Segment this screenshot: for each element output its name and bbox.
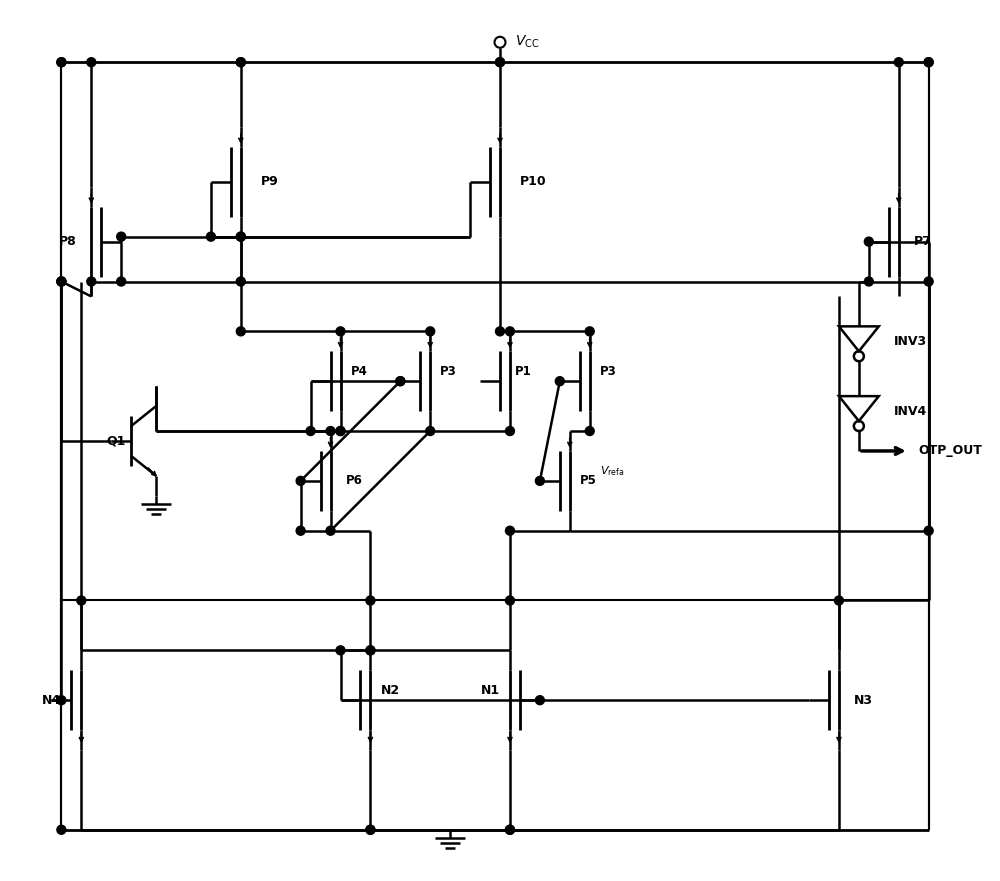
Text: N1: N1 (481, 684, 500, 697)
Circle shape (57, 277, 66, 286)
Circle shape (396, 377, 405, 386)
Circle shape (296, 477, 305, 485)
Circle shape (496, 58, 504, 67)
Text: P10: P10 (520, 175, 547, 189)
Circle shape (206, 233, 215, 241)
Circle shape (57, 825, 66, 834)
Circle shape (505, 825, 514, 834)
Circle shape (57, 277, 66, 286)
Circle shape (585, 327, 594, 336)
Circle shape (57, 277, 66, 286)
Circle shape (366, 646, 375, 655)
Circle shape (426, 426, 435, 435)
Circle shape (236, 233, 245, 241)
Circle shape (87, 277, 96, 286)
Text: P1: P1 (515, 365, 532, 378)
Circle shape (505, 825, 514, 834)
Text: INV4: INV4 (894, 404, 927, 418)
Circle shape (366, 825, 375, 834)
Circle shape (366, 596, 375, 605)
Circle shape (236, 327, 245, 336)
Text: INV3: INV3 (894, 335, 927, 348)
Text: OTP_OUT: OTP_OUT (919, 445, 983, 457)
Text: N2: N2 (380, 684, 400, 697)
Circle shape (87, 58, 96, 67)
Circle shape (57, 58, 66, 67)
Circle shape (505, 526, 514, 535)
Circle shape (426, 327, 435, 336)
Circle shape (396, 377, 405, 386)
Text: P4: P4 (350, 365, 367, 378)
Text: P9: P9 (261, 175, 279, 189)
Circle shape (496, 58, 504, 67)
Text: P6: P6 (345, 474, 362, 487)
Circle shape (336, 426, 345, 435)
Text: Q1: Q1 (107, 434, 126, 448)
Text: P3: P3 (440, 365, 457, 378)
Circle shape (864, 277, 873, 286)
Circle shape (555, 377, 564, 386)
Circle shape (834, 596, 843, 605)
Circle shape (77, 596, 86, 605)
Circle shape (496, 327, 504, 336)
Text: P7: P7 (914, 235, 932, 248)
Text: P3: P3 (600, 365, 616, 378)
Circle shape (296, 526, 305, 535)
Circle shape (306, 426, 315, 435)
Circle shape (894, 58, 903, 67)
Circle shape (366, 646, 375, 655)
Circle shape (535, 477, 544, 485)
Circle shape (585, 426, 594, 435)
Circle shape (336, 646, 345, 655)
Circle shape (236, 58, 245, 67)
Circle shape (117, 277, 126, 286)
Circle shape (326, 526, 335, 535)
Circle shape (924, 58, 933, 67)
Circle shape (924, 526, 933, 535)
Text: $\it{V}$$_{\rm CC}$: $\it{V}$$_{\rm CC}$ (515, 34, 540, 50)
Circle shape (924, 58, 933, 67)
Circle shape (366, 825, 375, 834)
Text: P5: P5 (580, 474, 597, 487)
Circle shape (326, 426, 335, 435)
Text: $\it{V}_{\rm refa}$: $\it{V}_{\rm refa}$ (600, 464, 624, 478)
Text: P8: P8 (59, 235, 76, 248)
Circle shape (505, 327, 514, 336)
Circle shape (236, 233, 245, 241)
Circle shape (236, 277, 245, 286)
Circle shape (864, 237, 873, 246)
Circle shape (924, 277, 933, 286)
Circle shape (505, 426, 514, 435)
Text: N3: N3 (854, 693, 873, 707)
Circle shape (57, 696, 66, 705)
Circle shape (505, 596, 514, 605)
Text: N4: N4 (42, 693, 61, 707)
Circle shape (236, 58, 245, 67)
Circle shape (336, 327, 345, 336)
Circle shape (57, 58, 66, 67)
Circle shape (336, 426, 345, 435)
Circle shape (535, 696, 544, 705)
Circle shape (117, 233, 126, 241)
